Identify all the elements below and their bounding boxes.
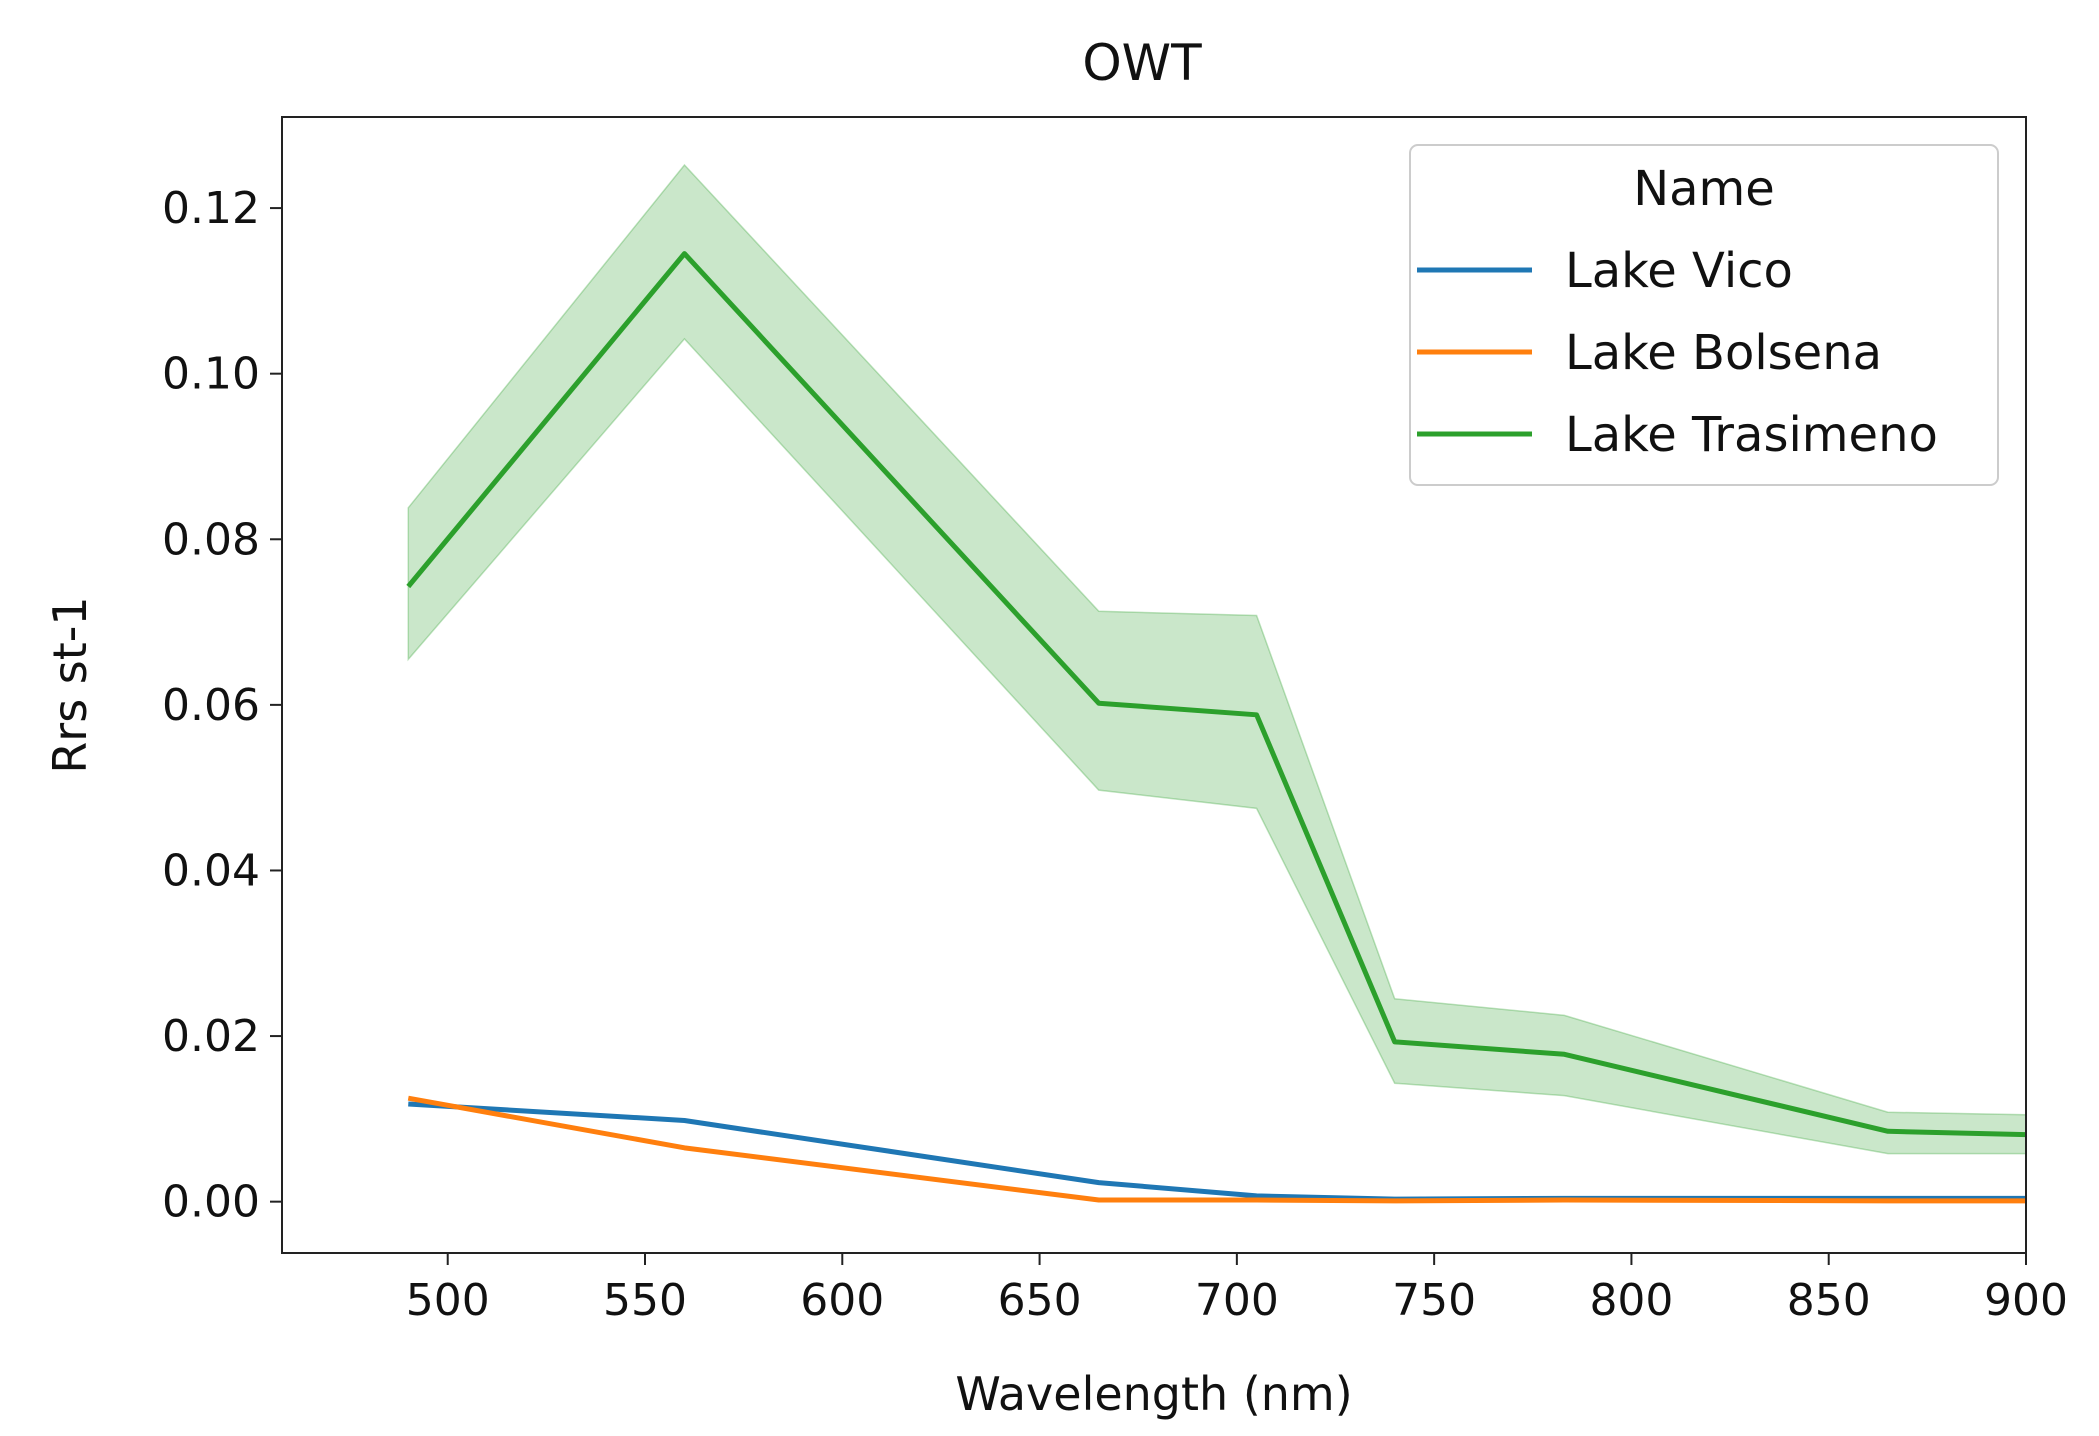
x-tick-label: 750: [1392, 1275, 1476, 1326]
x-axis-title: Wavelength (nm): [955, 1367, 1352, 1421]
confidence-bands: [407, 163, 2026, 1155]
y-tick-label: 0.04: [162, 845, 260, 896]
x-tick-label: 550: [603, 1275, 687, 1326]
x-tick-label: 600: [800, 1275, 884, 1326]
legend-label: Lake Trasimeno: [1565, 407, 1938, 463]
y-axis-title: Rrs st-1: [43, 596, 97, 773]
legend: Name Lake Vico Lake Bolsena Lake Trasimeno: [1409, 144, 1999, 486]
y-tick-label: 0.02: [162, 1011, 260, 1062]
x-tick-label: 650: [998, 1275, 1082, 1326]
x-tick-label: 800: [1589, 1275, 1673, 1326]
series-line: [406, 251, 2026, 1138]
legend-label: Lake Vico: [1565, 243, 1793, 299]
legend-entries: Lake Vico Lake Bolsena Lake Trasimeno: [1417, 243, 1938, 463]
x-tick-label: 900: [1984, 1275, 2068, 1326]
legend-title: Name: [1633, 161, 1775, 217]
y-tick-label: 0.06: [162, 680, 260, 731]
series-lines: [406, 251, 2026, 1204]
x-axis-ticks: 500 550 600 650 700 750 800 850 900: [406, 1253, 2068, 1326]
series-line: [407, 1095, 2026, 1204]
confidence-band: [407, 163, 2026, 1155]
y-tick-label: 0.12: [162, 183, 260, 234]
x-tick-label: 500: [406, 1275, 490, 1326]
legend-label: Lake Bolsena: [1565, 325, 1882, 381]
y-axis-ticks: 0.00 0.02 0.04 0.06 0.08 0.10 0.12: [162, 183, 282, 1228]
y-tick-label: 0.00: [162, 1177, 260, 1228]
x-tick-label: 700: [1195, 1275, 1279, 1326]
y-tick-label: 0.08: [162, 514, 260, 565]
chart-title: OWT: [1082, 34, 1202, 92]
x-tick-label: 850: [1787, 1275, 1871, 1326]
y-tick-label: 0.10: [162, 349, 260, 400]
plot-area: [406, 163, 2026, 1204]
plot-frame: [281, 116, 2027, 1254]
legend-box: [1409, 144, 1999, 486]
